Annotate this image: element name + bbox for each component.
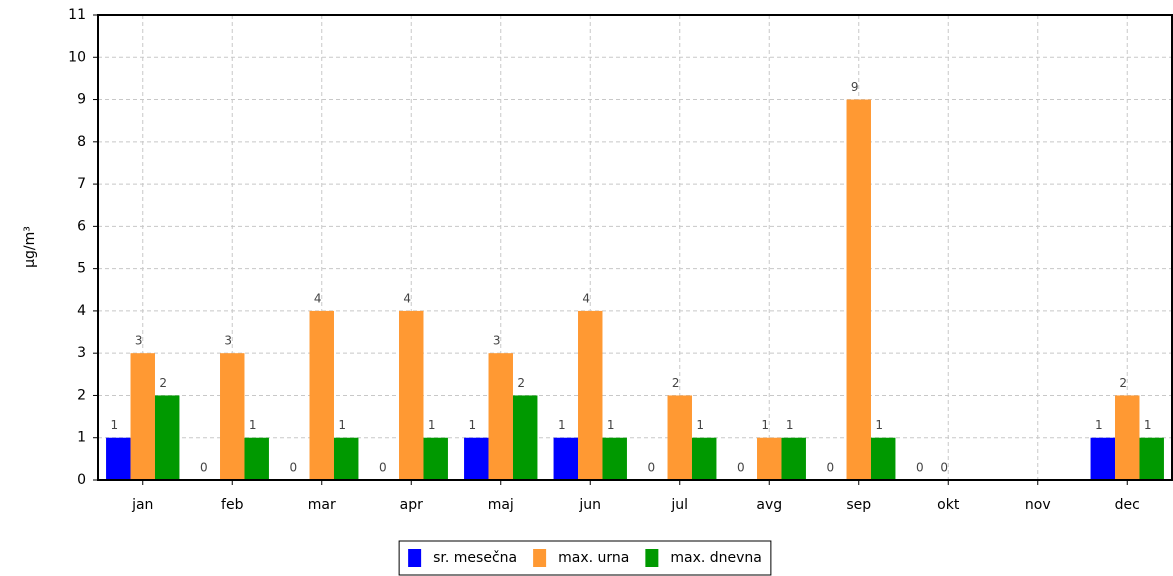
value-label: 3	[493, 334, 501, 348]
bar	[1139, 437, 1164, 480]
value-label: 4	[314, 291, 322, 305]
bar	[512, 395, 538, 480]
bar	[1090, 437, 1116, 480]
bar	[399, 310, 424, 480]
value-label: 1	[875, 418, 883, 432]
y-tick-label: 9	[77, 92, 86, 108]
value-label: 1	[786, 418, 794, 432]
y-tick-label: 1	[77, 430, 86, 446]
value-label: 1	[761, 418, 769, 432]
bar	[130, 353, 155, 480]
bar	[423, 437, 448, 480]
value-label: 4	[403, 291, 411, 305]
value-label: 0	[647, 461, 655, 475]
value-label: 9	[851, 80, 859, 94]
bar	[781, 437, 806, 480]
bar	[106, 437, 131, 480]
value-label: 1	[607, 418, 615, 432]
y-tick-label: 3	[77, 345, 86, 361]
value-label: 4	[582, 291, 590, 305]
bar	[333, 437, 359, 480]
x-tick-label: maj	[488, 497, 514, 513]
value-label: 1	[696, 418, 704, 432]
x-tick-label: feb	[221, 497, 244, 513]
bar	[757, 437, 782, 480]
value-label: 1	[1095, 418, 1103, 432]
x-tick-label: avg	[756, 497, 782, 513]
plot-border	[97, 14, 1173, 481]
bar	[1115, 395, 1140, 480]
bar	[846, 99, 871, 480]
value-label: 3	[135, 334, 143, 348]
value-label: 1	[338, 418, 346, 432]
x-tick-label: jun	[578, 497, 601, 513]
value-label: 0	[916, 461, 924, 475]
bar	[667, 395, 692, 480]
bar	[488, 353, 513, 480]
x-tick-label: nov	[1025, 497, 1051, 513]
y-tick-label: 4	[77, 303, 86, 319]
value-label: 1	[249, 418, 257, 432]
legend-swatch	[645, 549, 659, 567]
value-label: 2	[517, 376, 525, 390]
value-label: 1	[1144, 418, 1152, 432]
x-tick-label: sep	[846, 497, 871, 513]
y-tick-label: 10	[68, 49, 86, 65]
value-label: 0	[200, 461, 208, 475]
y-axis-label: µg/m³	[22, 226, 38, 268]
value-label: 0	[289, 461, 297, 475]
x-tick-label: dec	[1115, 497, 1140, 513]
legend: sr. mesečna max. urna max. dnevna	[398, 540, 772, 576]
value-label: 2	[1119, 376, 1127, 390]
x-tick-label: okt	[937, 497, 960, 513]
value-label: 1	[558, 418, 566, 432]
legend-label: max. urna	[558, 550, 629, 566]
legend-label: max. dnevna	[670, 550, 762, 566]
bar	[220, 353, 245, 480]
value-label: 0	[379, 461, 387, 475]
bar	[870, 437, 896, 480]
y-tick-label: 5	[77, 261, 86, 277]
bar	[309, 310, 334, 480]
legend-swatch	[408, 549, 422, 567]
x-tick-label: mar	[308, 497, 336, 513]
bar	[244, 437, 269, 480]
value-label: 1	[468, 418, 476, 432]
y-tick-label: 6	[77, 218, 86, 234]
x-tick-label: jul	[670, 497, 688, 513]
y-tick-label: 11	[68, 7, 86, 23]
value-label: 3	[224, 334, 232, 348]
bar	[602, 437, 627, 480]
bar	[578, 310, 603, 480]
value-label: 1	[110, 418, 118, 432]
bar	[691, 437, 717, 480]
legend-box	[398, 540, 772, 576]
x-tick-label: jan	[131, 497, 153, 513]
legend-label: sr. mesečna	[433, 550, 517, 566]
bar	[553, 437, 579, 480]
y-tick-label: 2	[77, 387, 86, 403]
value-label: 2	[159, 376, 167, 390]
value-label: 2	[672, 376, 680, 390]
y-tick-label: 7	[77, 176, 86, 192]
legend-swatch	[533, 549, 547, 567]
y-tick-label: 8	[77, 134, 86, 150]
x-tick-label: apr	[400, 497, 423, 513]
value-label: 0	[737, 461, 745, 475]
y-tick-label: 0	[77, 472, 86, 488]
value-label: 1	[428, 418, 436, 432]
bar	[154, 395, 180, 480]
value-label: 0	[940, 461, 948, 475]
bar	[464, 437, 489, 480]
value-label: 0	[826, 461, 834, 475]
